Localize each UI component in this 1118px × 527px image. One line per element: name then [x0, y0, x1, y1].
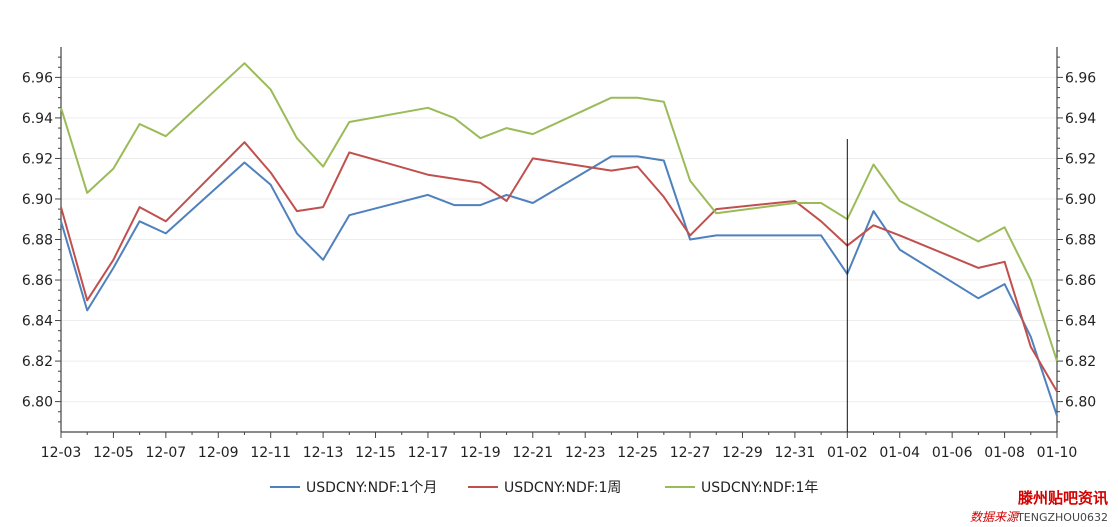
watermark-code: TENGZHOU0632 — [1016, 511, 1108, 524]
x-tick-label: 12-11 — [250, 445, 291, 461]
y-tick-label-right: 6.80 — [1065, 395, 1096, 411]
series-line-3 — [60, 62, 1058, 362]
x-tick-label: 01-02 — [827, 445, 868, 461]
y-tick-label-left: 6.94 — [22, 111, 53, 127]
series-line-2 — [60, 141, 1058, 393]
x-tick-label: 12-03 — [41, 445, 82, 461]
x-tick-label: 12-15 — [355, 445, 396, 461]
y-tick-label-left: 6.82 — [22, 354, 53, 370]
x-tick-label: 12-07 — [145, 445, 186, 461]
y-tick-label-right: 6.86 — [1065, 273, 1096, 289]
x-tick-label: 12-19 — [460, 445, 501, 461]
x-tick-label: 12-27 — [670, 445, 711, 461]
x-tick-label: 12-31 — [775, 445, 816, 461]
y-tick-label-left: 6.86 — [22, 273, 53, 289]
legend-label: USDCNY:NDF:1年 — [701, 480, 818, 496]
watermark: 滕州贴吧资讯 数据来源 TENGZHOU0632 — [970, 489, 1108, 524]
series-lines — [60, 62, 1058, 417]
y-tick-label-left: 6.96 — [22, 70, 53, 86]
x-tick-label: 12-17 — [408, 445, 449, 461]
y-tick-label-left: 6.88 — [22, 233, 53, 249]
y-tick-label-left: 6.92 — [22, 151, 53, 167]
y-tick-label-right: 6.94 — [1065, 111, 1096, 127]
series-line-1 — [60, 155, 1058, 417]
y-tick-label-right: 6.90 — [1065, 192, 1096, 208]
x-tick-label: 12-25 — [617, 445, 658, 461]
x-tick-label: 12-09 — [198, 445, 239, 461]
x-tick-label: 01-04 — [879, 445, 920, 461]
watermark-main: 滕州贴吧资讯 — [1018, 489, 1108, 507]
x-tick-label: 12-23 — [565, 445, 606, 461]
y-tick-label-left: 6.90 — [22, 192, 53, 208]
legend: USDCNY:NDF:1个月 USDCNY:NDF:1周 USDCNY:NDF:1年 — [270, 480, 818, 496]
legend-label: USDCNY:NDF:1周 — [504, 480, 621, 496]
y-tick-label-right: 6.96 — [1065, 70, 1096, 86]
y-tick-label-right: 6.84 — [1065, 314, 1096, 330]
x-tick-label: 12-05 — [93, 445, 134, 461]
axes: 6.80 6.80 6.82 6.82 6.84 6.84 6.86 6.86 6.88 6.88… — [22, 47, 1096, 461]
x-tick-label: 12-21 — [512, 445, 553, 461]
x-tick-label: 01-06 — [932, 445, 973, 461]
x-tick-label: 01-08 — [984, 445, 1025, 461]
x-tick-label: 01-10 — [1037, 445, 1078, 461]
x-tick-label: 12-29 — [722, 445, 763, 461]
y-tick-label-right: 6.88 — [1065, 233, 1096, 249]
watermark-sub: 数据来源 — [970, 510, 1020, 524]
y-tick-label-right: 6.82 — [1065, 354, 1096, 370]
y-tick-label-left: 6.80 — [22, 395, 53, 411]
y-tick-label-left: 6.84 — [22, 314, 53, 330]
x-tick-label: 12-13 — [303, 445, 344, 461]
y-tick-label-right: 6.92 — [1065, 151, 1096, 167]
legend-label: USDCNY:NDF:1个月 — [306, 480, 437, 496]
